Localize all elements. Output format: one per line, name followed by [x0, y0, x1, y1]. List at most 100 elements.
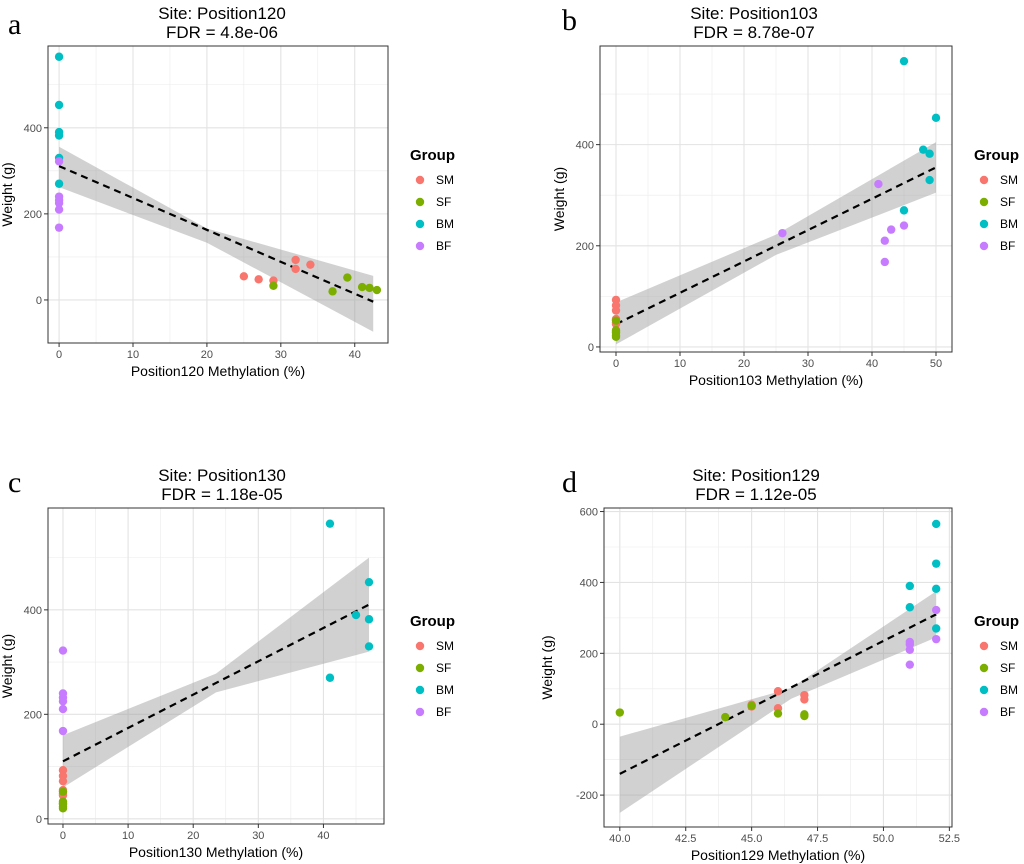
legend-swatch-sm — [415, 175, 425, 185]
y-tick-label: 200 — [24, 709, 42, 721]
legend-label-sf: SF — [436, 195, 451, 209]
data-point-sf — [328, 287, 337, 296]
chart-subtitle: FDR = 1.12e-05 — [695, 485, 816, 504]
legend-swatch-sf — [415, 197, 425, 207]
data-point-bf — [931, 634, 941, 644]
data-point-bm — [351, 610, 361, 620]
data-point-bm — [899, 56, 909, 66]
x-tick-label: 30 — [252, 830, 264, 842]
x-tick-label: 52.5 — [939, 833, 960, 845]
data-point-bm — [931, 113, 941, 123]
data-point-sf — [372, 285, 382, 295]
data-point-bm — [899, 206, 909, 215]
legend-title: Group — [410, 147, 455, 164]
data-point-bf — [58, 726, 68, 736]
data-point-bf — [905, 645, 915, 654]
y-tick-label: 400 — [24, 605, 42, 617]
legend-swatch-bf — [415, 241, 425, 251]
data-point-sm — [239, 272, 249, 281]
data-point-bm — [931, 584, 941, 594]
data-point-bf — [905, 660, 915, 669]
x-tick-label: 0 — [60, 830, 66, 842]
legend-swatch-bm — [415, 219, 425, 229]
plot-border — [47, 45, 389, 344]
data-point-bm — [905, 603, 915, 612]
x-tick-label: 20 — [738, 358, 750, 370]
legend-label-bm: BM — [1000, 683, 1018, 697]
legend-label-sm: SM — [436, 639, 454, 653]
data-point-bf — [58, 697, 68, 706]
legend-swatch-sf — [979, 663, 989, 673]
x-axis-label: Position120 Methylation (%) — [131, 363, 305, 379]
legend-swatch-sf — [979, 197, 989, 207]
legend-label-sf: SF — [1000, 195, 1015, 209]
data-point-sm — [58, 776, 68, 786]
data-point-bf — [778, 228, 787, 238]
data-point-bm — [925, 175, 934, 185]
data-point-sm — [254, 275, 263, 284]
data-point-bf — [54, 157, 64, 166]
x-tick-label: 30 — [802, 358, 814, 370]
data-point-sf — [343, 273, 352, 282]
x-tick-label: 50.0 — [873, 833, 894, 845]
x-tick-label: 47.5 — [807, 833, 828, 845]
data-point-sm — [773, 687, 783, 696]
data-point-sm — [58, 766, 68, 775]
data-point-bf — [58, 704, 68, 714]
y-axis-label: Weight (g) — [0, 634, 15, 698]
data-point-sf — [58, 787, 68, 796]
chart-subtitle: FDR = 8.78e-07 — [693, 23, 814, 42]
y-tick-label: 400 — [24, 123, 42, 135]
legend-label-bf: BF — [1000, 705, 1015, 719]
confidence-band — [619, 591, 937, 813]
chart-subtitle: FDR = 1.18e-05 — [161, 485, 282, 504]
regression-line — [62, 603, 370, 763]
data-point-sm — [306, 260, 315, 269]
data-point-sf — [721, 712, 730, 722]
data-point-sm — [800, 695, 809, 704]
legend: Group SM SF BM BF — [974, 147, 1019, 253]
y-tick-label: 0 — [36, 814, 42, 826]
data-point-bm — [54, 100, 64, 110]
x-tick-label: 10 — [674, 358, 686, 370]
data-point-sf — [615, 708, 625, 717]
y-tick-label: 0 — [588, 342, 594, 354]
legend-swatch-sf — [415, 663, 425, 673]
y-tick-label: 600 — [580, 507, 598, 519]
legend-label-sm: SM — [1000, 173, 1018, 187]
regression-line — [58, 165, 374, 303]
data-point-sf — [365, 283, 374, 293]
legend-swatch-bm — [979, 685, 989, 695]
data-point-bf — [899, 221, 909, 230]
data-point-sf — [58, 804, 68, 813]
data-point-bf — [54, 223, 64, 232]
data-point-bm — [325, 673, 335, 682]
data-point-bm — [54, 131, 64, 140]
data-point-bm — [905, 581, 915, 591]
x-tick-label: 20 — [187, 830, 199, 842]
legend-label-bf: BF — [436, 705, 451, 719]
x-tick-label: 50 — [930, 358, 942, 370]
data-point-sf — [800, 711, 809, 721]
legend-swatch-bm — [415, 685, 425, 695]
legend-title: Group — [974, 613, 1019, 630]
data-point-sf — [773, 709, 783, 718]
chart-title: Site: Position120 — [158, 4, 286, 23]
data-point-sf — [611, 332, 621, 342]
plot-border — [47, 507, 385, 825]
legend-swatch-bf — [979, 707, 989, 717]
legend-label-bm: BM — [436, 683, 454, 697]
y-tick-label: 200 — [576, 241, 594, 253]
y-tick-label: 0 — [36, 295, 42, 307]
x-axis-label: Position129 Methylation (%) — [691, 847, 865, 863]
legend-swatch-sm — [979, 641, 989, 651]
confidence-band — [616, 142, 936, 345]
chart-title: Site: Position103 — [690, 4, 818, 23]
data-point-bm — [925, 149, 934, 158]
legend: Group SM SF BM BF — [974, 613, 1019, 719]
legend-swatch-bf — [979, 241, 989, 251]
data-point-bm — [54, 52, 64, 61]
